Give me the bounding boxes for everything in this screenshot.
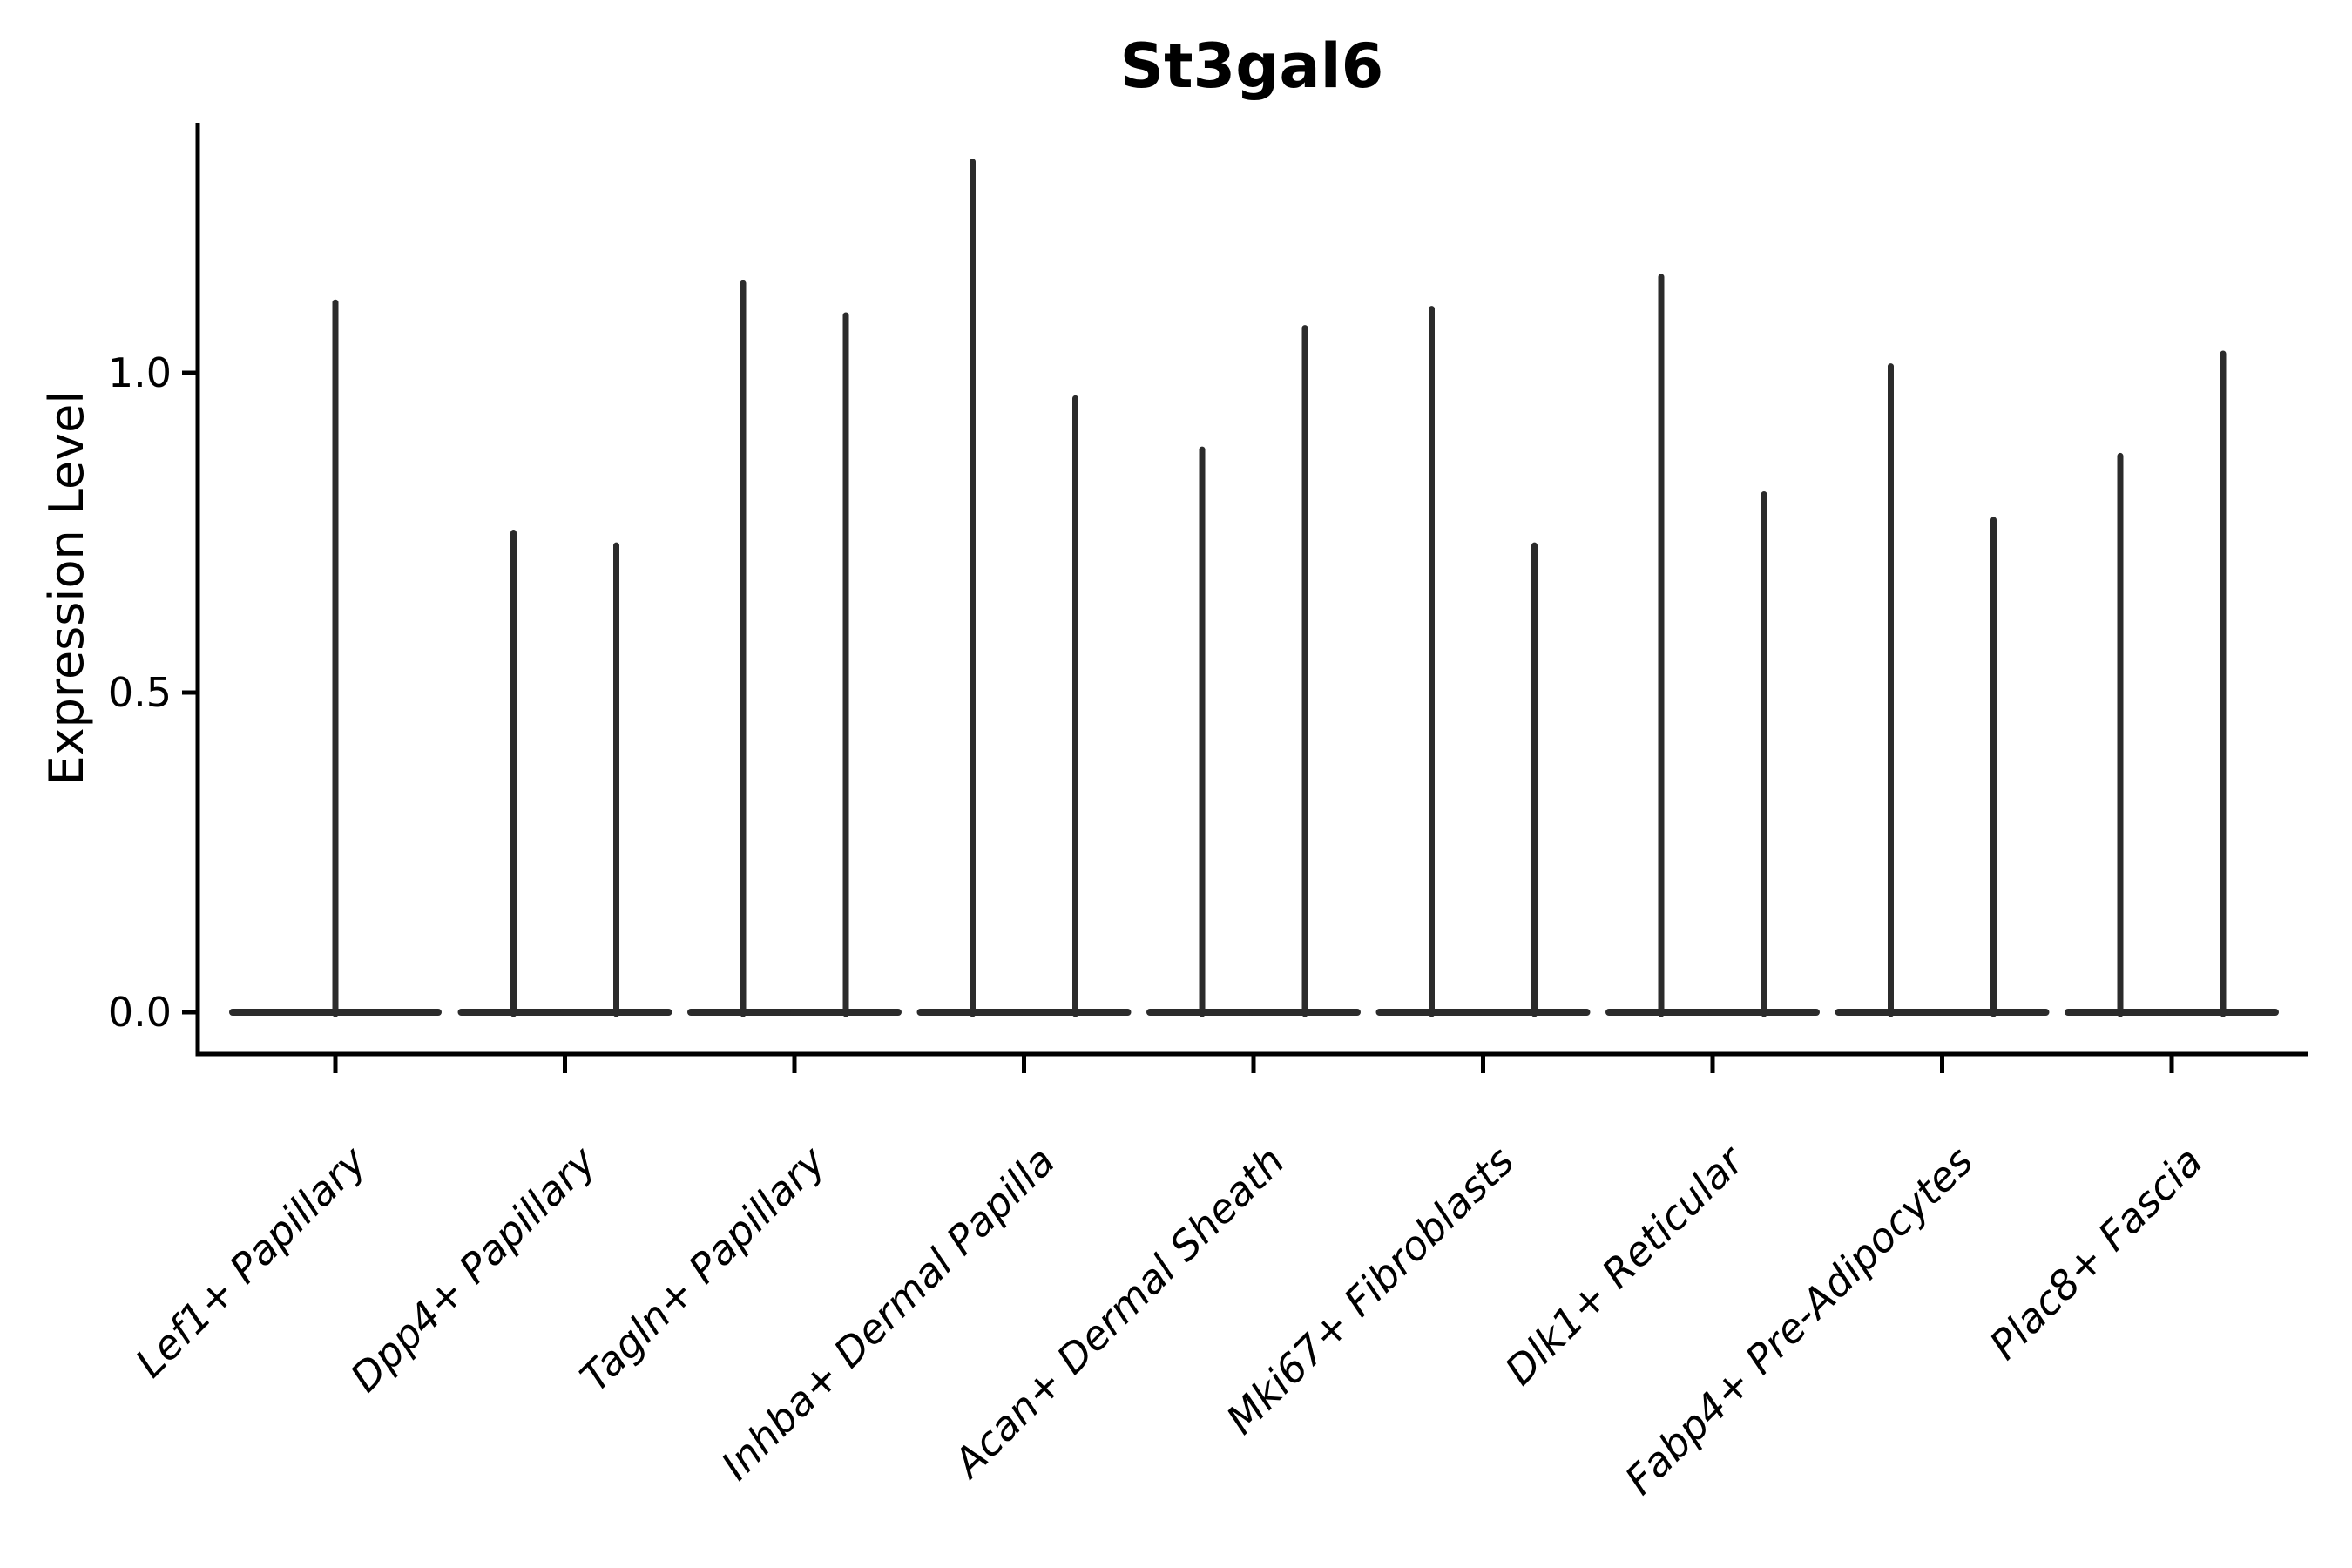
y-tick-label: 0.5 — [108, 669, 172, 716]
x-tick-label: Plac8+ Fascia — [1980, 1138, 2211, 1369]
x-tick-label: Lef1+ Papillary — [126, 1137, 375, 1386]
x-tick-label: Dpp4+ Papillary — [341, 1137, 605, 1401]
x-tick-label: Dlk1+ Reticular — [1496, 1135, 1754, 1394]
chart-title: St3gal6 — [1120, 30, 1384, 102]
y-tick-label: 0.0 — [108, 989, 172, 1036]
axes-layer — [182, 123, 2308, 1073]
y-tick-label: 1.0 — [108, 349, 172, 396]
violins-layer — [229, 159, 2279, 1017]
x-tick-label: Tagln+ Papillary — [571, 1137, 835, 1401]
y-axis-label: Expression Level — [39, 391, 94, 786]
